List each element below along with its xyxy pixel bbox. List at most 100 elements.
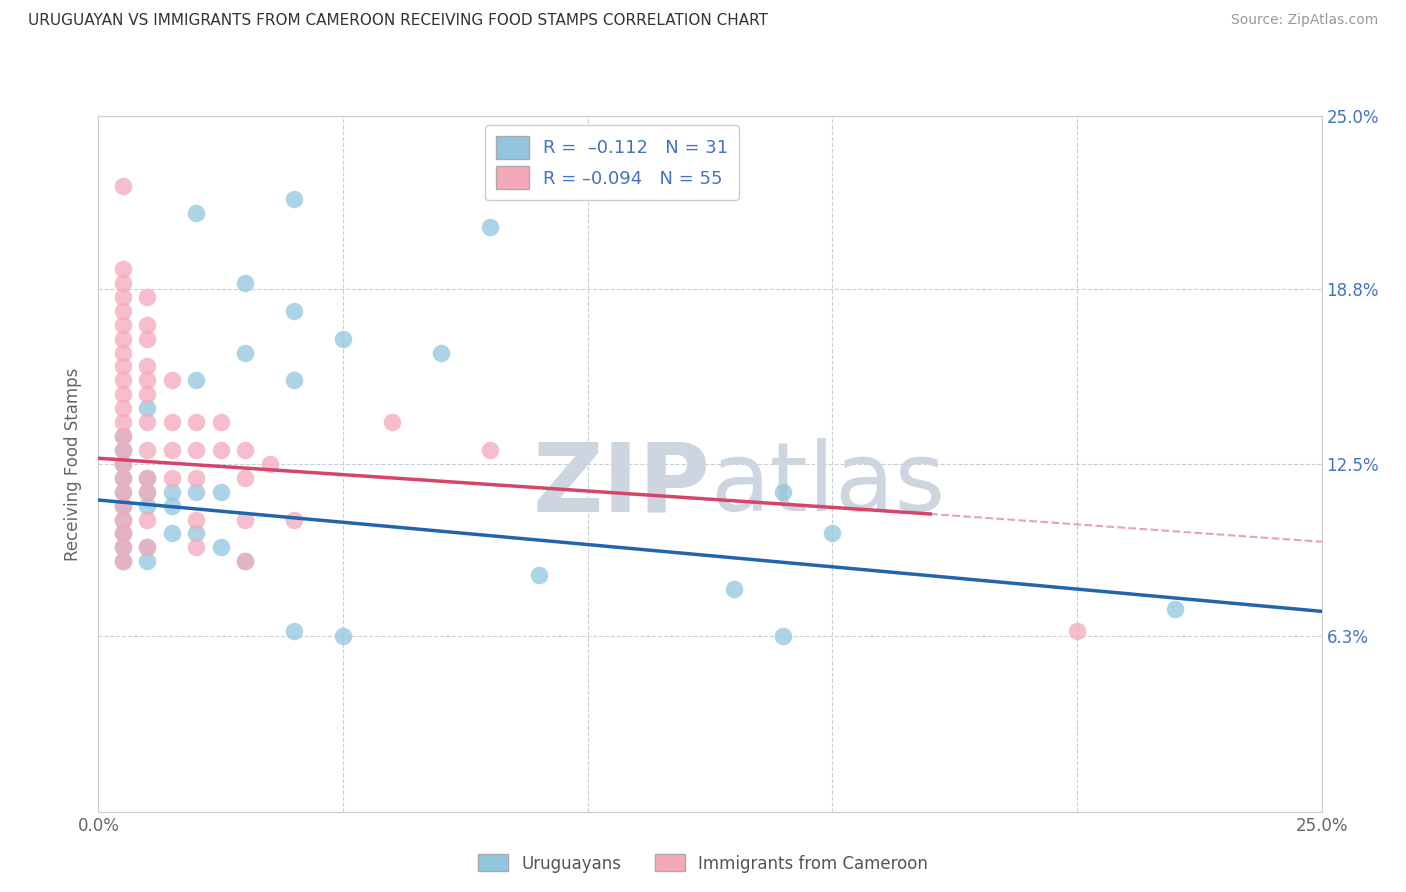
Point: [136, 373, 159, 387]
Point: [111, 429, 134, 443]
Point: [233, 554, 256, 568]
Point: [111, 178, 134, 193]
Text: atlas: atlas: [710, 438, 945, 532]
Point: [723, 582, 745, 596]
Point: [111, 526, 134, 541]
Point: [186, 484, 208, 499]
Point: [111, 290, 134, 304]
Point: [111, 457, 134, 471]
Point: [186, 206, 208, 220]
Point: [111, 345, 134, 359]
Point: [136, 484, 159, 499]
Point: [259, 457, 281, 471]
Point: [136, 332, 159, 346]
Point: [233, 471, 256, 485]
Point: [111, 401, 134, 416]
Text: ZIP: ZIP: [531, 438, 710, 532]
Point: [136, 415, 159, 429]
Legend: Uruguayans, Immigrants from Cameroon: Uruguayans, Immigrants from Cameroon: [471, 847, 935, 880]
Point: [186, 442, 208, 457]
Point: [209, 415, 232, 429]
Point: [111, 442, 134, 457]
Point: [111, 332, 134, 346]
Point: [136, 512, 159, 526]
Point: [111, 442, 134, 457]
Point: [283, 303, 305, 318]
Point: [136, 471, 159, 485]
Point: [160, 415, 183, 429]
Point: [136, 442, 159, 457]
Point: [283, 512, 305, 526]
Point: [111, 541, 134, 555]
Point: [136, 554, 159, 568]
Point: [111, 554, 134, 568]
Point: [160, 526, 183, 541]
Point: [821, 526, 844, 541]
Point: [233, 276, 256, 290]
Point: [233, 554, 256, 568]
Point: [209, 442, 232, 457]
Point: [111, 512, 134, 526]
Point: [111, 429, 134, 443]
Point: [186, 512, 208, 526]
Point: [186, 415, 208, 429]
Point: [136, 290, 159, 304]
Point: [111, 457, 134, 471]
Text: Source: ZipAtlas.com: Source: ZipAtlas.com: [1230, 13, 1378, 28]
Point: [772, 484, 794, 499]
Point: [136, 359, 159, 374]
Point: [111, 499, 134, 513]
Point: [160, 373, 183, 387]
Point: [233, 512, 256, 526]
Point: [136, 401, 159, 416]
Point: [136, 484, 159, 499]
Point: [111, 499, 134, 513]
Point: [111, 415, 134, 429]
Point: [111, 373, 134, 387]
Point: [283, 624, 305, 638]
Point: [111, 471, 134, 485]
Point: [111, 276, 134, 290]
Point: [186, 526, 208, 541]
Point: [478, 442, 501, 457]
Point: [233, 442, 256, 457]
Point: [111, 512, 134, 526]
Point: [527, 568, 550, 582]
Point: [111, 484, 134, 499]
Point: [186, 373, 208, 387]
Point: [136, 387, 159, 401]
Point: [186, 471, 208, 485]
Y-axis label: Receiving Food Stamps: Receiving Food Stamps: [65, 368, 83, 560]
Point: [160, 471, 183, 485]
Point: [160, 499, 183, 513]
Point: [111, 554, 134, 568]
Point: [111, 484, 134, 499]
Point: [186, 541, 208, 555]
Point: [136, 318, 159, 332]
Point: [111, 262, 134, 277]
Text: URUGUAYAN VS IMMIGRANTS FROM CAMEROON RECEIVING FOOD STAMPS CORRELATION CHART: URUGUAYAN VS IMMIGRANTS FROM CAMEROON RE…: [28, 13, 768, 29]
Point: [233, 345, 256, 359]
Point: [111, 359, 134, 374]
Point: [160, 442, 183, 457]
Point: [332, 332, 354, 346]
Point: [772, 629, 794, 643]
Point: [111, 387, 134, 401]
Point: [209, 541, 232, 555]
Point: [283, 193, 305, 207]
Point: [136, 499, 159, 513]
Point: [111, 471, 134, 485]
Point: [136, 541, 159, 555]
Point: [111, 541, 134, 555]
Point: [160, 484, 183, 499]
Point: [111, 526, 134, 541]
Point: [136, 541, 159, 555]
Point: [478, 220, 501, 235]
Point: [283, 373, 305, 387]
Point: [1066, 624, 1088, 638]
Point: [209, 484, 232, 499]
Point: [111, 303, 134, 318]
Point: [332, 629, 354, 643]
Legend: R =  –0.112   N = 31, R = –0.094   N = 55: R = –0.112 N = 31, R = –0.094 N = 55: [485, 125, 740, 201]
Point: [111, 318, 134, 332]
